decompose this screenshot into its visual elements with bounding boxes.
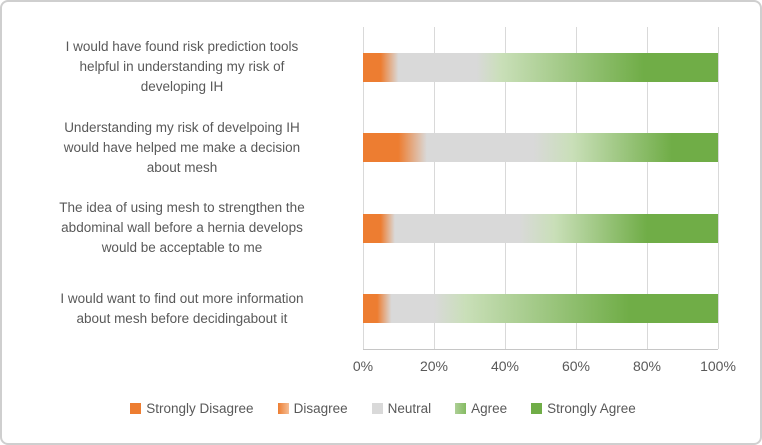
- gridline-40%: [505, 27, 506, 349]
- legend-label: Agree: [471, 401, 508, 416]
- x-axis-label-0%: 0%: [352, 358, 374, 374]
- gridline-60%: [576, 27, 577, 349]
- legend-label: Neutral: [387, 401, 432, 416]
- stacked-bar-row-2: [363, 133, 718, 163]
- x-axis-label-80%: 80%: [632, 358, 662, 374]
- legend-item-disagree: Disagree: [277, 401, 348, 416]
- x-axis-label-40%: 40%: [490, 358, 520, 374]
- stacked-bar-row-3: [363, 213, 718, 243]
- gridline-80%: [647, 27, 648, 349]
- x-axis-tick-labels: 0% 20% 40% 60% 80% 100%: [353, 358, 736, 378]
- legend-label: Disagree: [293, 401, 348, 416]
- legend-item-strongly-agree: Strongly Agree: [531, 401, 636, 416]
- x-axis-label-60%: 60%: [561, 358, 591, 374]
- category-label-2: Understanding my risk of develpoing IH w…: [63, 119, 301, 175]
- legend-label: Strongly Agree: [547, 401, 636, 416]
- legend-swatch-icon: [455, 403, 467, 414]
- stacked-bar-row-1: [363, 52, 718, 82]
- category-label-4: I would want to find out more informatio…: [60, 290, 304, 326]
- legend-label: Strongly Disagree: [146, 401, 254, 416]
- plot-area: [363, 27, 719, 350]
- legend-item-agree: Agree: [455, 401, 507, 416]
- legend-item-neutral: Neutral: [371, 401, 432, 416]
- stacked-bar-row-4: [363, 294, 718, 324]
- category-labels-column: I would have found risk prediction tools…: [10, 27, 354, 349]
- legend-swatch-icon: [277, 403, 289, 414]
- gridline-100%: [718, 27, 719, 349]
- gridline-0%: [363, 27, 364, 349]
- x-axis-label-100%: 100%: [700, 358, 736, 374]
- legend-swatch-icon: [130, 403, 142, 414]
- legend-item-strongly-disagree: Strongly Disagree: [130, 401, 254, 416]
- x-axis-label-20%: 20%: [419, 358, 449, 374]
- category-label-1: I would have found risk prediction tools…: [65, 39, 299, 95]
- gridline-20%: [434, 27, 435, 349]
- chart-legend: Strongly Disagree Disagree Neutral Agree Str…: [2, 401, 760, 416]
- legend-swatch-icon: [531, 403, 543, 414]
- legend-swatch-icon: [371, 403, 383, 414]
- category-label-3: The idea of using mesh to strengthen the…: [59, 200, 305, 256]
